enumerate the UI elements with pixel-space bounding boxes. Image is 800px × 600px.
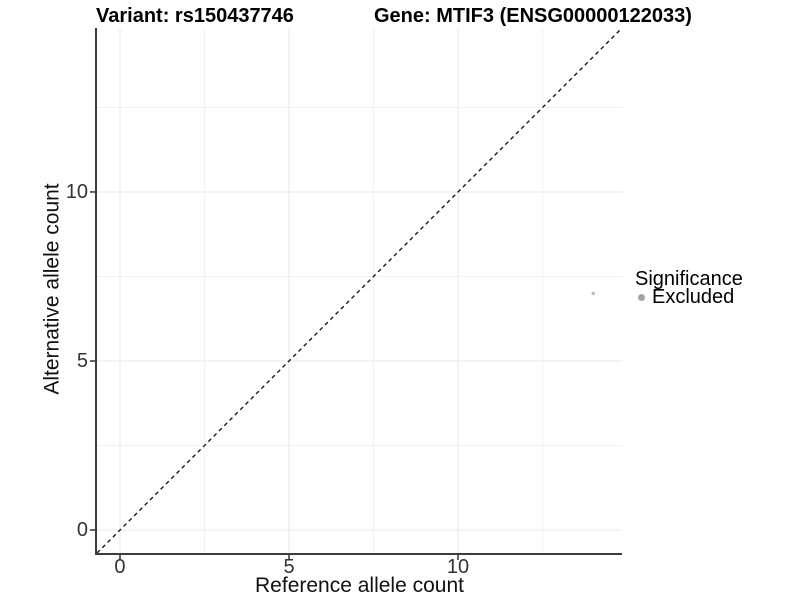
legend-item-label: Excluded	[652, 286, 735, 308]
x-axis-title: Reference allele count	[255, 574, 464, 597]
legend-key-dot-icon	[638, 293, 645, 301]
x-tick-label: 0	[114, 556, 126, 578]
identity-line	[96, 27, 623, 554]
y-tick-label: 0	[76, 519, 88, 541]
legend-title: Significance	[635, 268, 743, 290]
variant-title: Variant: rs150437746	[96, 5, 294, 27]
gene-title: Gene: MTIF3 (ENSG00000122033)	[374, 5, 692, 27]
x-tick-label: 10	[446, 556, 470, 578]
x-tick-label: 5	[283, 556, 295, 578]
legend-item: Excluded	[634, 287, 743, 307]
y-tick-label: 5	[76, 349, 88, 372]
y-axis-title: Alternative allele count	[40, 183, 64, 395]
data-point	[591, 291, 596, 296]
y-tick-label: 10	[65, 180, 88, 203]
legend: Significance Excluded	[634, 269, 743, 307]
